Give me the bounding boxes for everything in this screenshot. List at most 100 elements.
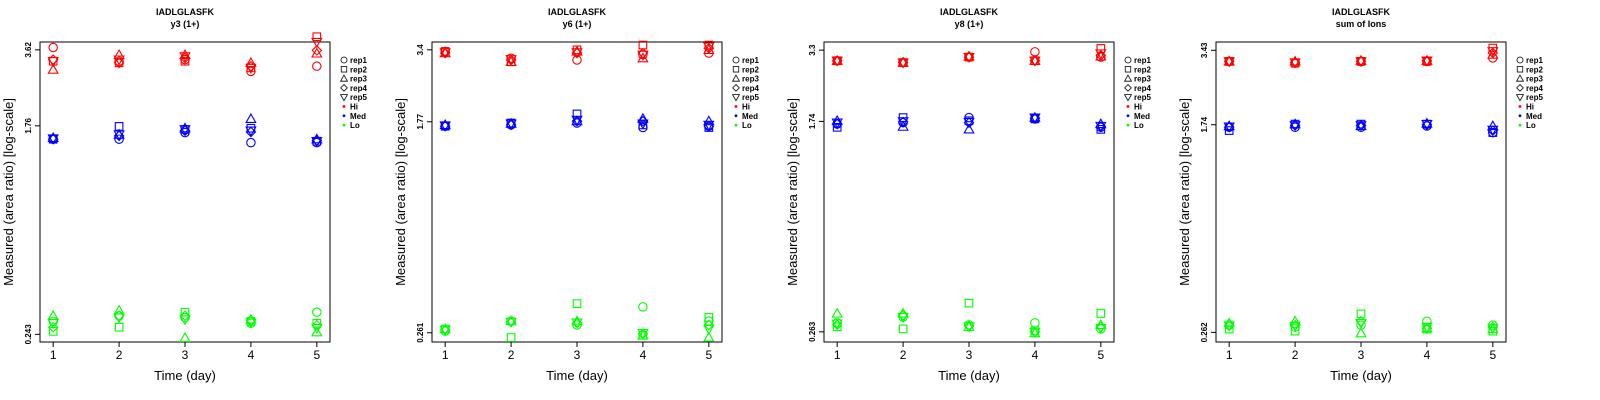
chart-panel: IADLGLASFK y8 (1+) 1 2 3 4 5 3.3 1.74 0.263 Time (… [785, 7, 1151, 383]
legend-symbol [1126, 123, 1130, 127]
legend-symbol [1518, 114, 1522, 118]
x-tick-label: 3 [182, 348, 189, 362]
data-point [179, 49, 191, 60]
data-point [572, 299, 582, 308]
data-point [1290, 326, 1300, 336]
x-tick-label: 4 [1032, 348, 1039, 362]
y-tick-label: 3.4 [416, 44, 425, 56]
data-point [963, 117, 975, 128]
data-point [703, 120, 715, 131]
legend-label: rep3 [350, 75, 367, 84]
data-point [311, 326, 323, 337]
data-point [179, 315, 191, 326]
data-point [1030, 47, 1040, 57]
legend-label: Hi [1134, 103, 1142, 112]
data-point [506, 333, 516, 342]
data-point [637, 112, 649, 123]
legend-label: Med [742, 112, 758, 121]
x-tick-label: 3 [966, 348, 973, 362]
data-point [1096, 309, 1106, 318]
data-point [1029, 54, 1041, 65]
x-axis-label: Time (day) [1330, 368, 1392, 383]
data-point [898, 324, 908, 334]
legend-label: rep2 [350, 65, 367, 74]
data-point [831, 307, 843, 318]
data-point [637, 329, 649, 340]
legend-label: rep2 [742, 65, 759, 74]
legend-label: rep3 [742, 75, 759, 84]
data-point [1223, 122, 1235, 133]
data-point [179, 310, 191, 322]
legend-symbol [731, 74, 741, 82]
legend-symbol [342, 123, 346, 127]
legend-symbol [1516, 56, 1524, 64]
data-point [113, 55, 125, 66]
data-point [114, 310, 124, 321]
legend-label: Lo [350, 121, 360, 130]
plot-frame [431, 41, 723, 343]
legend-symbol [734, 105, 738, 108]
data-point [439, 323, 451, 334]
legend-label: Lo [742, 121, 752, 130]
data-point [1289, 121, 1301, 132]
x-tick-label: 5 [705, 348, 712, 362]
legend-symbol [732, 84, 740, 92]
data-point [48, 42, 58, 53]
data-point [704, 313, 714, 322]
plot-frame [1215, 41, 1507, 343]
legend-label: Med [1134, 112, 1150, 121]
data-point [1029, 111, 1041, 122]
legend-symbol [342, 114, 346, 118]
x-tick-label: 3 [574, 348, 581, 362]
data-point [1356, 309, 1366, 319]
legend-label: rep3 [1134, 75, 1151, 84]
legend-label: rep1 [1526, 56, 1543, 65]
data-point [1029, 113, 1041, 124]
data-point [1223, 55, 1235, 66]
y-tick-label: 3.43 [1200, 42, 1209, 58]
data-point [831, 114, 843, 125]
data-point [963, 123, 975, 134]
legend-label: rep5 [742, 93, 759, 102]
data-point [703, 319, 715, 331]
x-tick-label: 1 [50, 348, 57, 362]
data-point [48, 316, 58, 327]
data-point [113, 130, 125, 141]
data-point [311, 37, 323, 48]
data-point [1095, 323, 1107, 334]
data-point [311, 137, 323, 148]
legend-label: rep5 [1526, 93, 1543, 102]
data-point [47, 63, 59, 74]
legend-label: Lo [1134, 121, 1144, 130]
legend-label: rep4 [742, 84, 759, 93]
legend-label: Hi [350, 103, 358, 112]
legend-label: Hi [1526, 103, 1534, 112]
data-point [897, 117, 909, 128]
x-axis-label: Time (day) [546, 368, 608, 383]
legend-symbol [340, 84, 348, 92]
data-point [1289, 321, 1301, 332]
x-axis-label: Time (day) [154, 368, 216, 383]
data-point [963, 52, 975, 64]
legend-symbol [1518, 123, 1522, 127]
data-point [572, 109, 582, 119]
legend-symbol [340, 66, 348, 73]
legend-symbol [339, 74, 349, 82]
data-point [1223, 57, 1235, 68]
legend-symbol [1123, 74, 1133, 82]
data-point [1223, 321, 1235, 332]
data-point [311, 319, 323, 331]
chart-subtitle: y6 (1+) [563, 19, 592, 29]
y-tick-label: 1.74 [1200, 116, 1209, 132]
data-point [246, 137, 256, 148]
legend-symbol [1515, 74, 1525, 82]
data-point [637, 50, 649, 61]
legend-symbol [339, 94, 349, 102]
x-axis-label: Time (day) [938, 368, 1000, 383]
data-point [245, 56, 257, 67]
data-point [312, 61, 322, 71]
y-tick-label: 0.261 [416, 322, 425, 343]
data-point [245, 126, 257, 137]
legend-label: rep5 [350, 93, 367, 102]
